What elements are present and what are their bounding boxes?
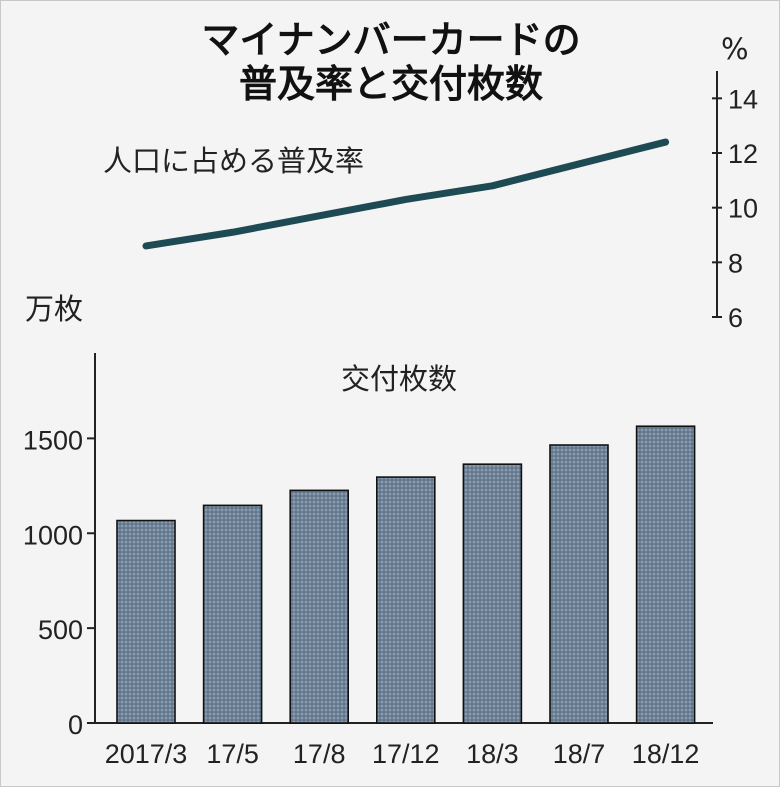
line-y-ticks: 6 8 10 12 14 xyxy=(712,84,758,333)
line-y-tick-label: 8 xyxy=(728,248,743,278)
bar xyxy=(377,477,435,723)
x-tick-label: 18/12 xyxy=(632,739,700,769)
x-tick-labels: 2017/3 17/5 17/8 17/12 18/3 18/7 18/12 xyxy=(105,739,700,769)
line-y-tick-label: 10 xyxy=(728,194,758,224)
line-unit-label: % xyxy=(721,32,749,66)
chart-title-line2: 普及率と交付枚数 xyxy=(239,62,543,106)
bar-unit-label: 万枚 xyxy=(25,292,83,326)
bar-y-tick-label: 0 xyxy=(68,710,83,740)
bar-y-tick-label: 500 xyxy=(38,615,83,645)
x-tick-label: 17/8 xyxy=(293,739,346,769)
x-tick-label: 18/3 xyxy=(466,739,519,769)
bar xyxy=(550,445,608,723)
bar-series-label: 交付枚数 xyxy=(341,362,457,396)
bar-y-tick-label: 1000 xyxy=(23,520,83,550)
line-y-tick-label: 14 xyxy=(728,84,758,114)
bar xyxy=(117,521,175,723)
x-tick-label: 2017/3 xyxy=(105,739,188,769)
line-series-label: 人口に占める普及率 xyxy=(103,144,364,178)
chart-title-line1: マイナンバーカードの xyxy=(201,18,580,62)
line-y-tick-label: 6 xyxy=(728,303,743,333)
bar xyxy=(637,426,695,723)
bar-y-ticks: 0 500 1000 1500 xyxy=(23,425,95,740)
x-tick-label: 17/12 xyxy=(372,739,440,769)
bar xyxy=(204,505,262,723)
bar xyxy=(290,490,348,723)
bar xyxy=(463,464,521,723)
x-tick-label: 17/5 xyxy=(206,739,259,769)
bar-y-tick-label: 1500 xyxy=(23,425,83,455)
bars xyxy=(117,426,695,723)
x-tick-label: 18/7 xyxy=(553,739,606,769)
line-y-tick-label: 12 xyxy=(728,139,758,169)
